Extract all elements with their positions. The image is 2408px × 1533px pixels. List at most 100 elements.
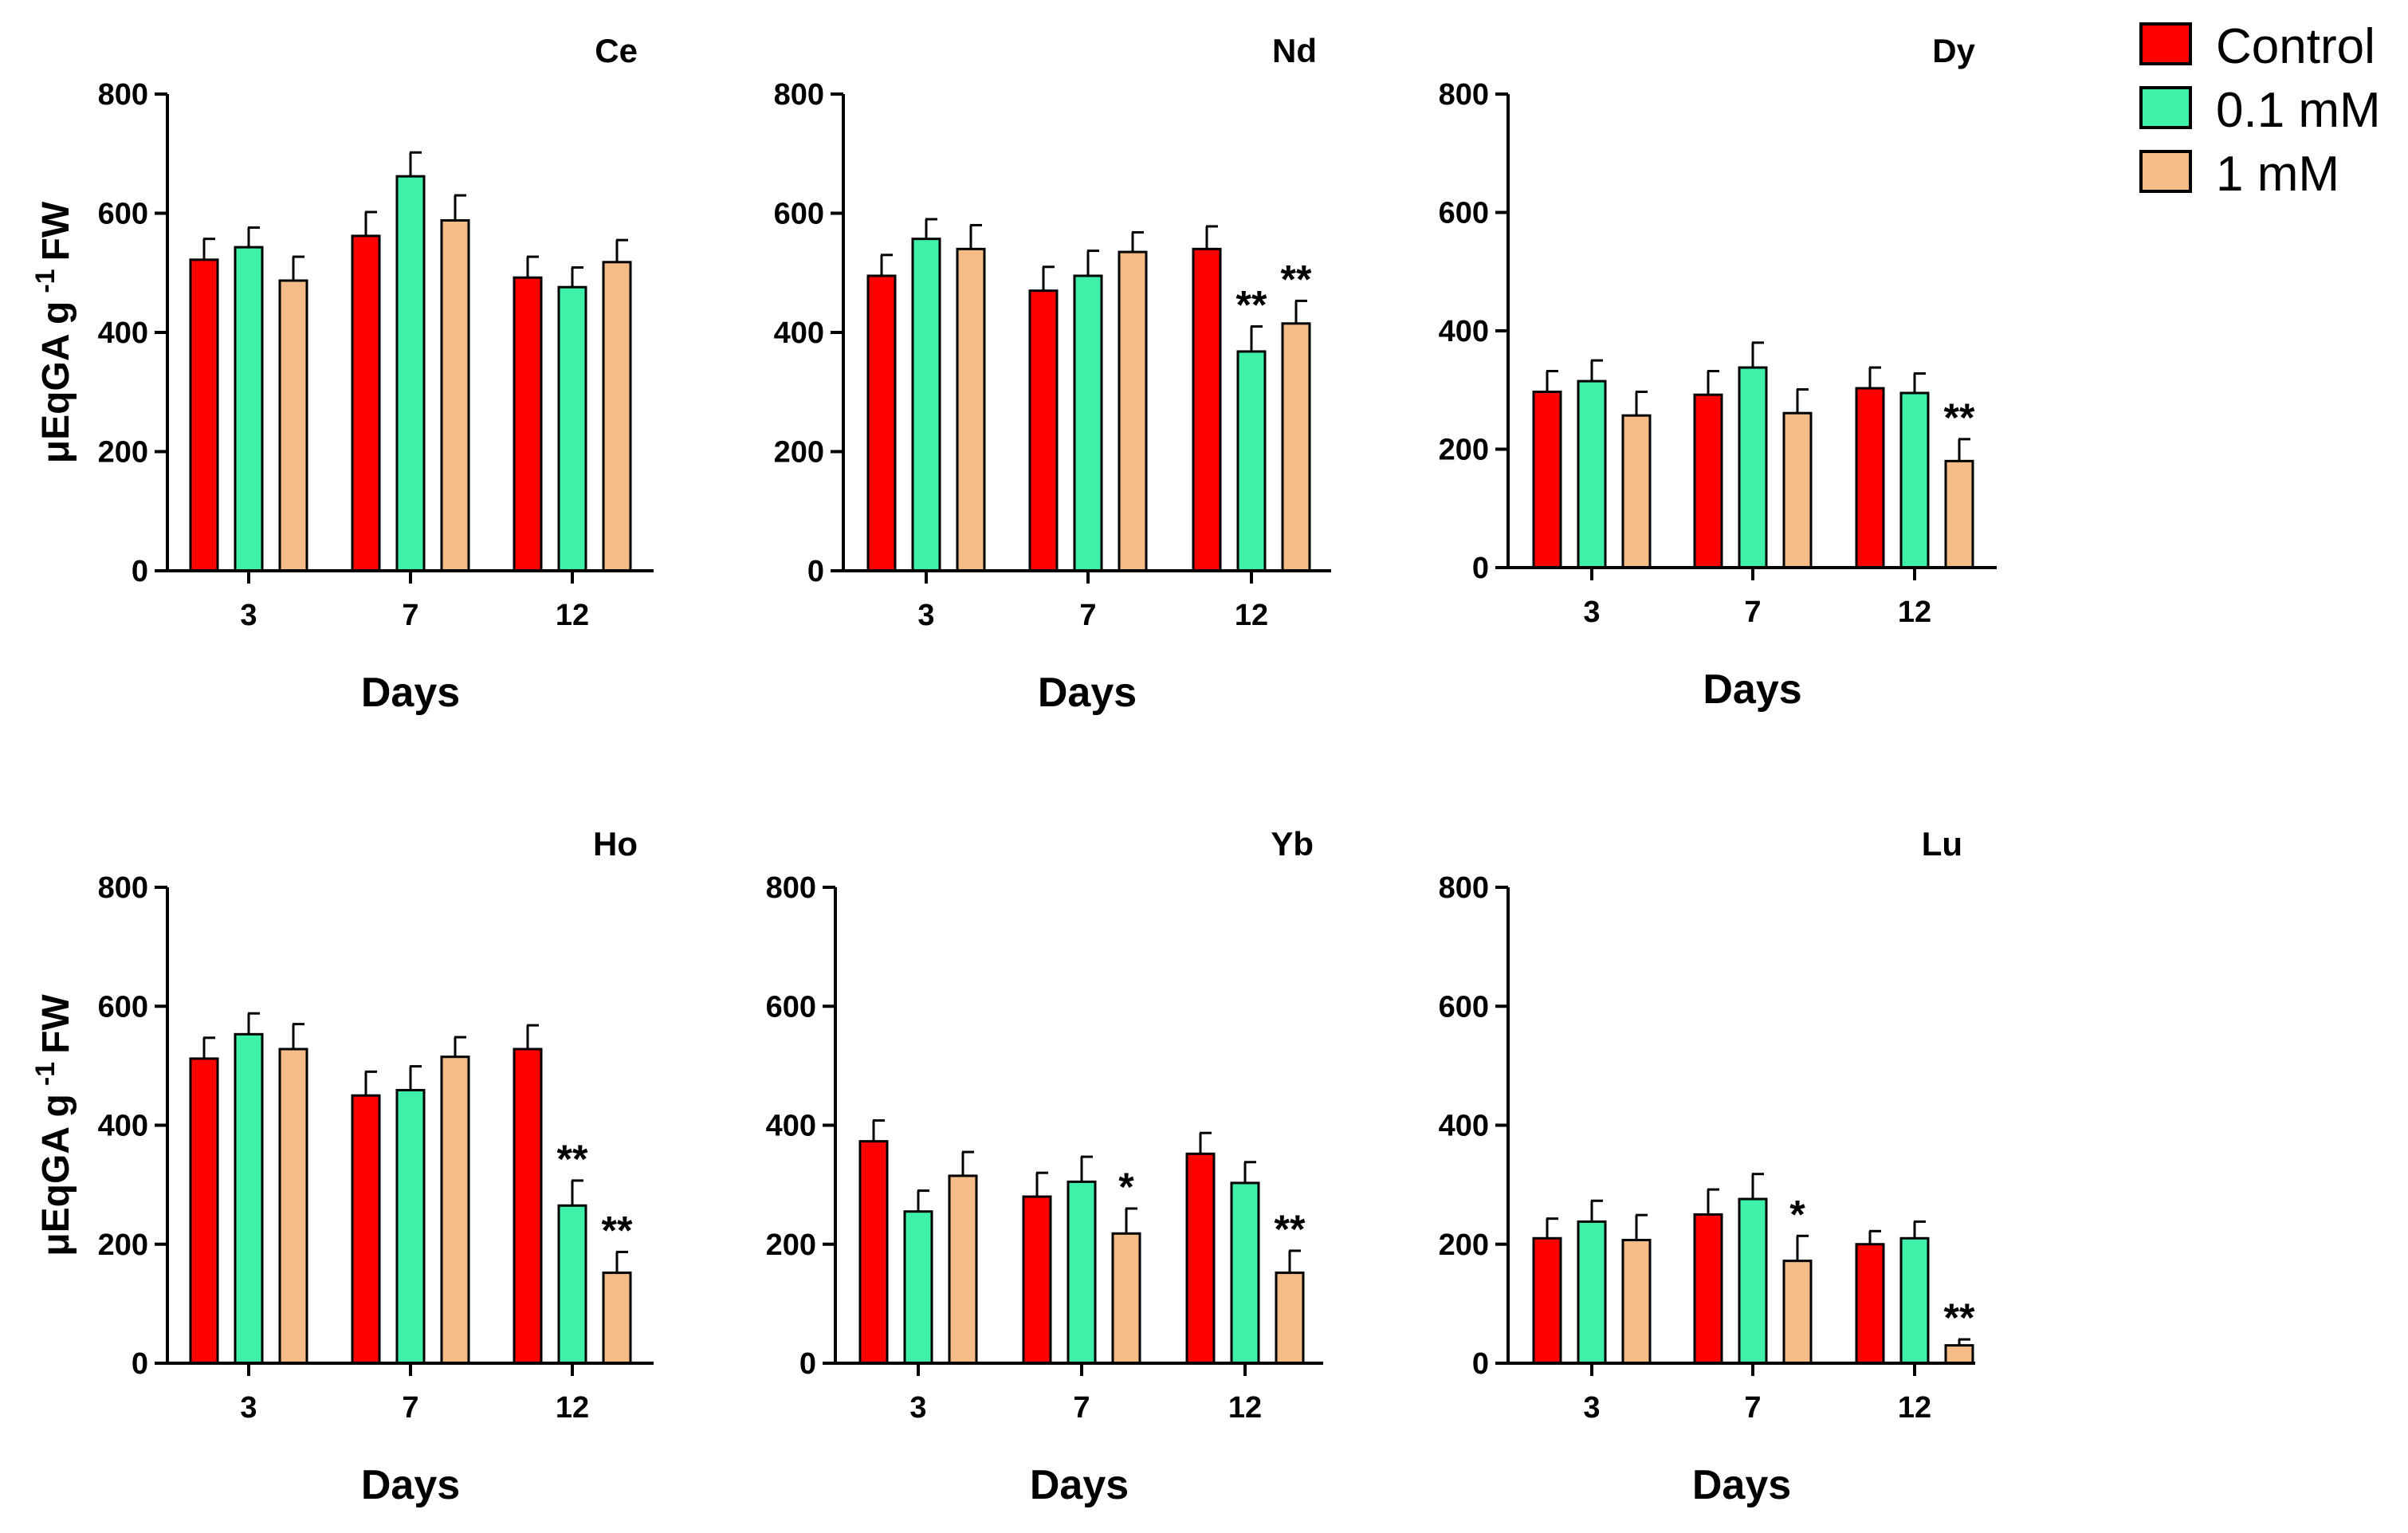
legend-label: 1 mM (2216, 147, 2339, 202)
y-tick-label: 0 (1472, 1347, 1489, 1381)
y-tick-label: 600 (774, 198, 824, 231)
legend-item: 0.1 mM (2139, 83, 2381, 138)
legend-item: 1 mM (2139, 147, 2339, 202)
series-0-1-mm (234, 151, 587, 572)
bar (234, 1032, 264, 1365)
significance-marker: ** (1944, 395, 1975, 440)
bar (234, 246, 264, 572)
bar (351, 234, 381, 572)
bar (956, 247, 986, 572)
x-tick-label: 3 (1583, 1391, 1600, 1425)
panel-dy: ** 0 200 400 600 800 3 7 12 Dy Days (1439, 32, 1997, 713)
y-tick-label: 600 (766, 990, 816, 1024)
y-axis-title-tail: FW (35, 201, 77, 261)
bar (1577, 379, 1607, 569)
y-tick-label: 600 (98, 198, 148, 231)
significance-marker: ** (1944, 1295, 1975, 1340)
legend: Control 0.1 mM 1 mM (2139, 19, 2381, 202)
x-tick-label: 3 (240, 599, 257, 632)
panel-ho: ** ** 0 200 400 600 800 3 7 12 Ho Days μEqGA g -1 FW (30, 825, 654, 1508)
y-tick-label: 800 (766, 871, 816, 905)
panel-title: Lu (1922, 825, 1962, 863)
bar (557, 285, 587, 572)
series-1-mm: ** (278, 1023, 633, 1365)
bar (1738, 366, 1768, 569)
bar (1073, 274, 1103, 572)
y-tick-label: 200 (1439, 1228, 1489, 1262)
significance-marker: ** (1275, 1207, 1306, 1252)
x-axis-title: Days (1030, 1462, 1129, 1508)
x-tick-label: 7 (402, 1391, 418, 1425)
bar (1855, 1243, 1885, 1365)
bar (557, 1204, 587, 1365)
x-axis-title: Days (1038, 670, 1137, 716)
y-tick-label: 0 (807, 555, 824, 588)
x-tick-label: 3 (240, 1391, 257, 1425)
bar (278, 279, 308, 572)
series-1-mm: ** (956, 223, 1312, 572)
bar (1192, 247, 1222, 572)
significance-marker: ** (602, 1208, 633, 1252)
y-tick-label: 200 (98, 436, 148, 470)
y-tick-label: 0 (132, 1347, 148, 1381)
bar (1693, 393, 1723, 569)
bar (602, 1272, 632, 1365)
series-control (1532, 1188, 1885, 1365)
bar (513, 1048, 543, 1365)
y-tick-label: 800 (1439, 78, 1489, 112)
series-1-mm (278, 194, 632, 572)
y-axis-title: μEqGA g -1 FW (30, 201, 77, 463)
bar (948, 1174, 978, 1365)
bar (911, 238, 941, 572)
bar (1693, 1213, 1723, 1365)
legend-item: Control (2139, 19, 2375, 74)
bar (1185, 1152, 1216, 1365)
y-tick-label: 0 (132, 555, 148, 588)
series-1-mm: *** (948, 1150, 1306, 1365)
bar (1230, 1181, 1260, 1365)
x-tick-label: 12 (1235, 599, 1268, 632)
bar (1621, 414, 1652, 569)
x-tick-label: 12 (1898, 596, 1931, 629)
legend-swatch (2139, 150, 2192, 193)
significance-marker: * (1118, 1165, 1134, 1209)
x-tick-label: 12 (556, 1391, 589, 1425)
significance-marker: ** (1281, 257, 1312, 301)
bar (1738, 1197, 1768, 1365)
panel-title: Yb (1271, 825, 1314, 863)
y-tick-label: 200 (774, 436, 824, 470)
bar (395, 175, 426, 572)
series-0-1-mm (1577, 1173, 1930, 1365)
bar (858, 1140, 889, 1365)
series-0-1-mm: ** (911, 218, 1267, 572)
bar (189, 1057, 219, 1365)
x-tick-label: 7 (1744, 596, 1761, 629)
x-axis-title: Days (1703, 666, 1801, 713)
legend-label: Control (2216, 19, 2375, 74)
bar (513, 276, 543, 572)
series-1-mm: *** (1621, 1192, 1975, 1365)
bar (1236, 350, 1267, 572)
bar (1899, 391, 1930, 569)
bar (602, 261, 632, 572)
y-tick-label: 400 (98, 316, 148, 350)
bar (1621, 1239, 1652, 1365)
legend-swatch (2139, 86, 2192, 129)
bar (1111, 1232, 1141, 1365)
y-tick-label: 800 (98, 78, 148, 112)
bar (1067, 1180, 1097, 1365)
panel-title: Ho (593, 825, 638, 863)
significance-marker: ** (557, 1137, 588, 1181)
y-axis-title-main: μEqGA g (35, 1094, 77, 1256)
legend-label: 0.1 mM (2216, 83, 2381, 138)
y-tick-label: 800 (1439, 871, 1489, 905)
bar (866, 274, 897, 572)
bar (395, 1088, 426, 1365)
x-axis-title: Days (361, 1462, 460, 1508)
significance-marker: * (1789, 1192, 1805, 1236)
y-tick-label: 400 (98, 1110, 148, 1143)
panel-title: Dy (1932, 32, 1975, 69)
panel-title: Nd (1272, 32, 1317, 69)
